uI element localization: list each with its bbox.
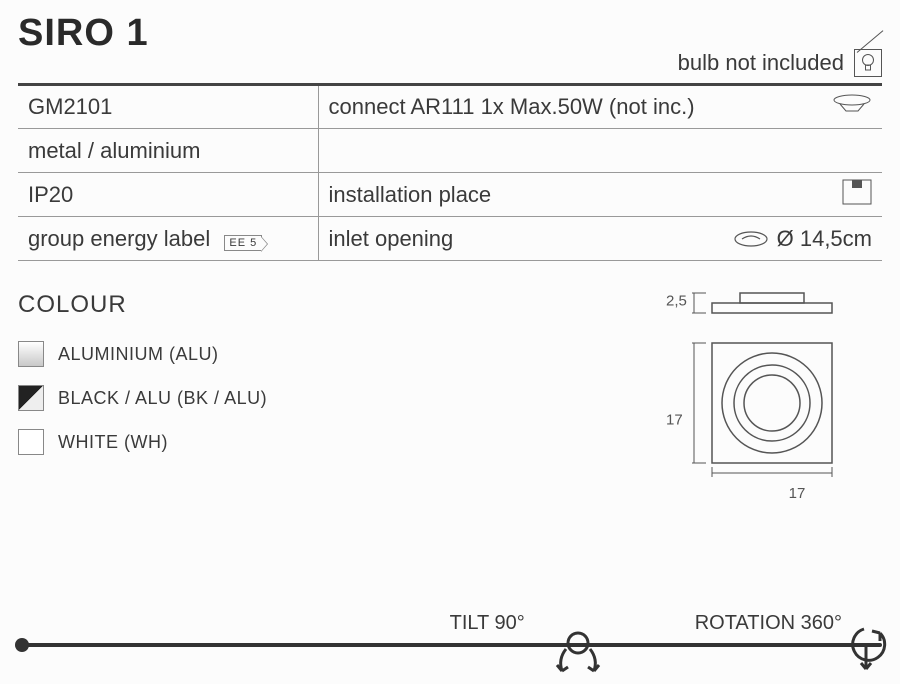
tilt-rotation-section: TILT 90° ROTATION 360° (18, 612, 882, 647)
rotation-icon (844, 625, 888, 680)
spec-energy-text: group energy label (28, 226, 210, 251)
rotation-label: ROTATION 360° (695, 612, 842, 635)
energy-badge-icon: EE 5 (224, 235, 262, 251)
swatch-aluminium-icon (18, 341, 44, 367)
colour-label: WHITE (WH) (58, 432, 168, 453)
lamp-ar111-icon (832, 94, 872, 120)
dimension-front-view: 17 17 (692, 337, 882, 502)
inlet-diameter: Ø 14,5cm (733, 226, 872, 252)
spec-table: GM2101 connect AR111 1x Max.50W (not inc… (18, 83, 882, 261)
inlet-diameter-value: Ø 14,5cm (777, 226, 872, 252)
spec-bulb-text: connect AR111 1x Max.50W (not inc.) (329, 94, 695, 119)
colour-heading: COLOUR (18, 291, 692, 319)
cutout-icon (733, 230, 769, 248)
swatch-black-alu-icon (18, 385, 44, 411)
colour-option: BLACK / ALU (BK / ALU) (18, 385, 692, 411)
dim-width: 17 (692, 485, 882, 502)
feature-line (18, 643, 882, 647)
spec-inlet: inlet opening Ø 14,5cm (318, 217, 882, 261)
dim-depth: 17 (666, 411, 683, 428)
dimension-drawings: 2,5 17 17 (692, 291, 882, 502)
dimension-side-view: 2,5 (692, 291, 882, 329)
tilt-label: TILT 90° (450, 612, 525, 635)
spec-bulb: connect AR111 1x Max.50W (not inc.) (318, 85, 882, 129)
spec-install-text: installation place (329, 182, 492, 207)
line-start-dot-icon (15, 638, 29, 652)
swatch-white-icon (18, 429, 44, 455)
colour-label: BLACK / ALU (BK / ALU) (58, 388, 267, 409)
spec-ip: IP20 (18, 173, 318, 217)
ceiling-install-icon (842, 179, 872, 211)
colour-section: COLOUR ALUMINIUM (ALU) BLACK / ALU (BK /… (18, 291, 692, 502)
colour-option: WHITE (WH) (18, 429, 692, 455)
spec-material: metal / aluminium (18, 129, 318, 173)
bulb-not-included-text: bulb not included (678, 50, 844, 76)
dim-height: 2,5 (666, 293, 687, 310)
bulb-crossed-icon (854, 49, 882, 77)
spec-install: installation place (318, 173, 882, 217)
colour-label: ALUMINIUM (ALU) (58, 344, 219, 365)
tilt-icon (548, 629, 608, 684)
colour-option: ALUMINIUM (ALU) (18, 341, 692, 367)
spec-inlet-text: inlet opening (329, 226, 454, 251)
spec-model: GM2101 (18, 85, 318, 129)
spec-energy: group energy label EE 5 (18, 217, 318, 261)
